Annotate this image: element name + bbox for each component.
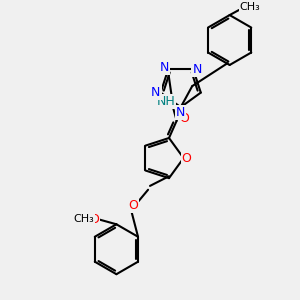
Text: N: N: [151, 86, 160, 99]
Text: O: O: [89, 213, 99, 226]
Text: NH: NH: [157, 95, 175, 108]
Text: O: O: [182, 152, 191, 165]
Text: N: N: [176, 106, 185, 118]
Text: O: O: [179, 112, 189, 125]
Text: CH₃: CH₃: [74, 214, 94, 224]
Text: CH₃: CH₃: [239, 2, 260, 12]
Text: O: O: [128, 199, 138, 212]
Text: N: N: [160, 61, 169, 74]
Text: N: N: [192, 62, 202, 76]
